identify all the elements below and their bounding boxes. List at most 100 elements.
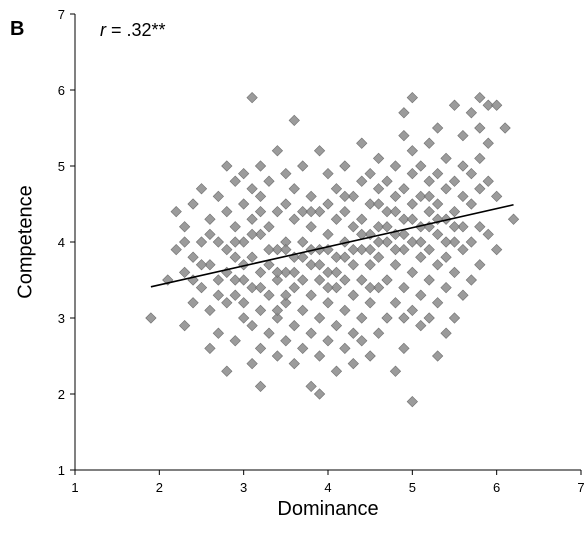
data-point bbox=[364, 350, 376, 362]
data-point bbox=[398, 107, 410, 119]
data-point bbox=[280, 243, 292, 256]
data-point bbox=[238, 198, 250, 210]
data-point bbox=[423, 274, 435, 286]
data-point bbox=[381, 221, 393, 233]
data-point bbox=[204, 342, 216, 355]
data-point bbox=[322, 228, 334, 241]
data-point bbox=[204, 228, 216, 241]
data-point bbox=[322, 281, 334, 294]
data-point bbox=[238, 274, 250, 286]
data-point bbox=[229, 335, 241, 347]
data-point bbox=[372, 236, 385, 248]
data-point bbox=[221, 243, 233, 256]
data-point bbox=[204, 259, 216, 271]
data-point bbox=[313, 145, 326, 157]
data-point bbox=[288, 266, 300, 279]
data-point bbox=[440, 213, 452, 225]
data-point bbox=[448, 266, 461, 279]
data-point bbox=[271, 312, 284, 324]
data-point bbox=[246, 213, 258, 225]
data-point bbox=[297, 304, 309, 317]
data-point bbox=[491, 190, 503, 203]
data-point bbox=[313, 259, 326, 271]
data-point bbox=[145, 312, 157, 324]
data-point bbox=[221, 365, 233, 377]
x-tick-label: 5 bbox=[409, 480, 416, 495]
data-point bbox=[356, 274, 368, 286]
data-point bbox=[212, 289, 224, 301]
data-point bbox=[271, 145, 284, 157]
data-point bbox=[254, 281, 267, 294]
data-point bbox=[212, 327, 224, 339]
data-point bbox=[372, 152, 385, 165]
y-tick-label: 6 bbox=[58, 83, 65, 98]
x-tick-label: 4 bbox=[324, 480, 331, 495]
data-point bbox=[288, 213, 300, 225]
data-point bbox=[457, 160, 469, 172]
data-point bbox=[440, 281, 452, 294]
data-point bbox=[288, 183, 300, 195]
data-point bbox=[254, 266, 267, 279]
y-tick-label: 4 bbox=[58, 235, 65, 250]
data-point bbox=[457, 221, 469, 233]
data-point bbox=[322, 167, 334, 180]
data-point bbox=[246, 357, 258, 370]
data-point bbox=[398, 183, 410, 195]
data-point bbox=[432, 167, 444, 180]
data-point bbox=[322, 297, 334, 309]
data-point bbox=[415, 160, 427, 172]
data-point bbox=[448, 221, 461, 233]
data-point bbox=[229, 251, 241, 263]
data-point bbox=[229, 274, 241, 286]
data-point bbox=[254, 160, 267, 172]
data-point bbox=[212, 190, 224, 203]
data-point bbox=[415, 190, 427, 203]
data-point bbox=[398, 312, 410, 324]
data-point bbox=[322, 335, 334, 347]
data-point bbox=[423, 243, 435, 256]
data-point bbox=[313, 388, 326, 400]
data-point bbox=[457, 190, 469, 203]
data-point bbox=[238, 236, 250, 248]
data-point bbox=[263, 243, 275, 256]
data-point bbox=[305, 205, 317, 218]
y-axis-label: Competence bbox=[14, 185, 37, 299]
data-point bbox=[389, 365, 402, 377]
data-point bbox=[271, 350, 284, 362]
data-point bbox=[465, 107, 477, 119]
data-point bbox=[170, 243, 182, 256]
annotation-r: r bbox=[100, 20, 106, 40]
trendline bbox=[150, 203, 514, 288]
data-point bbox=[347, 289, 359, 301]
data-point bbox=[313, 312, 326, 324]
data-point bbox=[389, 205, 402, 218]
data-point bbox=[221, 205, 233, 218]
data-point bbox=[364, 167, 376, 180]
data-point bbox=[432, 198, 444, 210]
data-point bbox=[398, 342, 410, 355]
data-point bbox=[406, 213, 418, 225]
data-point bbox=[246, 281, 258, 294]
data-point bbox=[238, 312, 250, 324]
data-point bbox=[499, 122, 511, 134]
data-point bbox=[448, 312, 461, 324]
correlation-annotation: r = .32** bbox=[100, 20, 166, 41]
data-point bbox=[179, 236, 191, 248]
data-point bbox=[271, 304, 284, 317]
data-point bbox=[356, 312, 368, 324]
data-point bbox=[507, 213, 520, 225]
data-point bbox=[330, 281, 343, 294]
data-point bbox=[238, 167, 250, 180]
data-point bbox=[432, 228, 444, 241]
data-point bbox=[187, 251, 199, 263]
data-point bbox=[254, 190, 267, 203]
data-point bbox=[339, 236, 351, 248]
data-point bbox=[195, 183, 208, 195]
data-point bbox=[288, 357, 300, 370]
data-point bbox=[280, 297, 292, 309]
data-point bbox=[170, 205, 182, 218]
data-point bbox=[195, 281, 208, 294]
data-point bbox=[381, 274, 393, 286]
data-point bbox=[364, 259, 376, 271]
data-point bbox=[229, 236, 241, 248]
